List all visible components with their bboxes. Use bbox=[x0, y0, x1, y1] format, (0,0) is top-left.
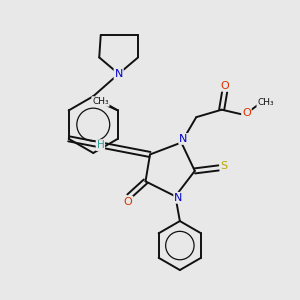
Text: CH₃: CH₃ bbox=[92, 97, 109, 106]
Text: N: N bbox=[174, 193, 183, 203]
Text: O: O bbox=[242, 108, 251, 118]
Text: N: N bbox=[115, 69, 123, 79]
Text: H: H bbox=[97, 140, 104, 150]
Text: CH₃: CH₃ bbox=[257, 98, 274, 107]
Text: N: N bbox=[179, 134, 188, 144]
Text: O: O bbox=[124, 197, 133, 207]
Text: O: O bbox=[220, 81, 229, 91]
Text: S: S bbox=[220, 161, 228, 171]
